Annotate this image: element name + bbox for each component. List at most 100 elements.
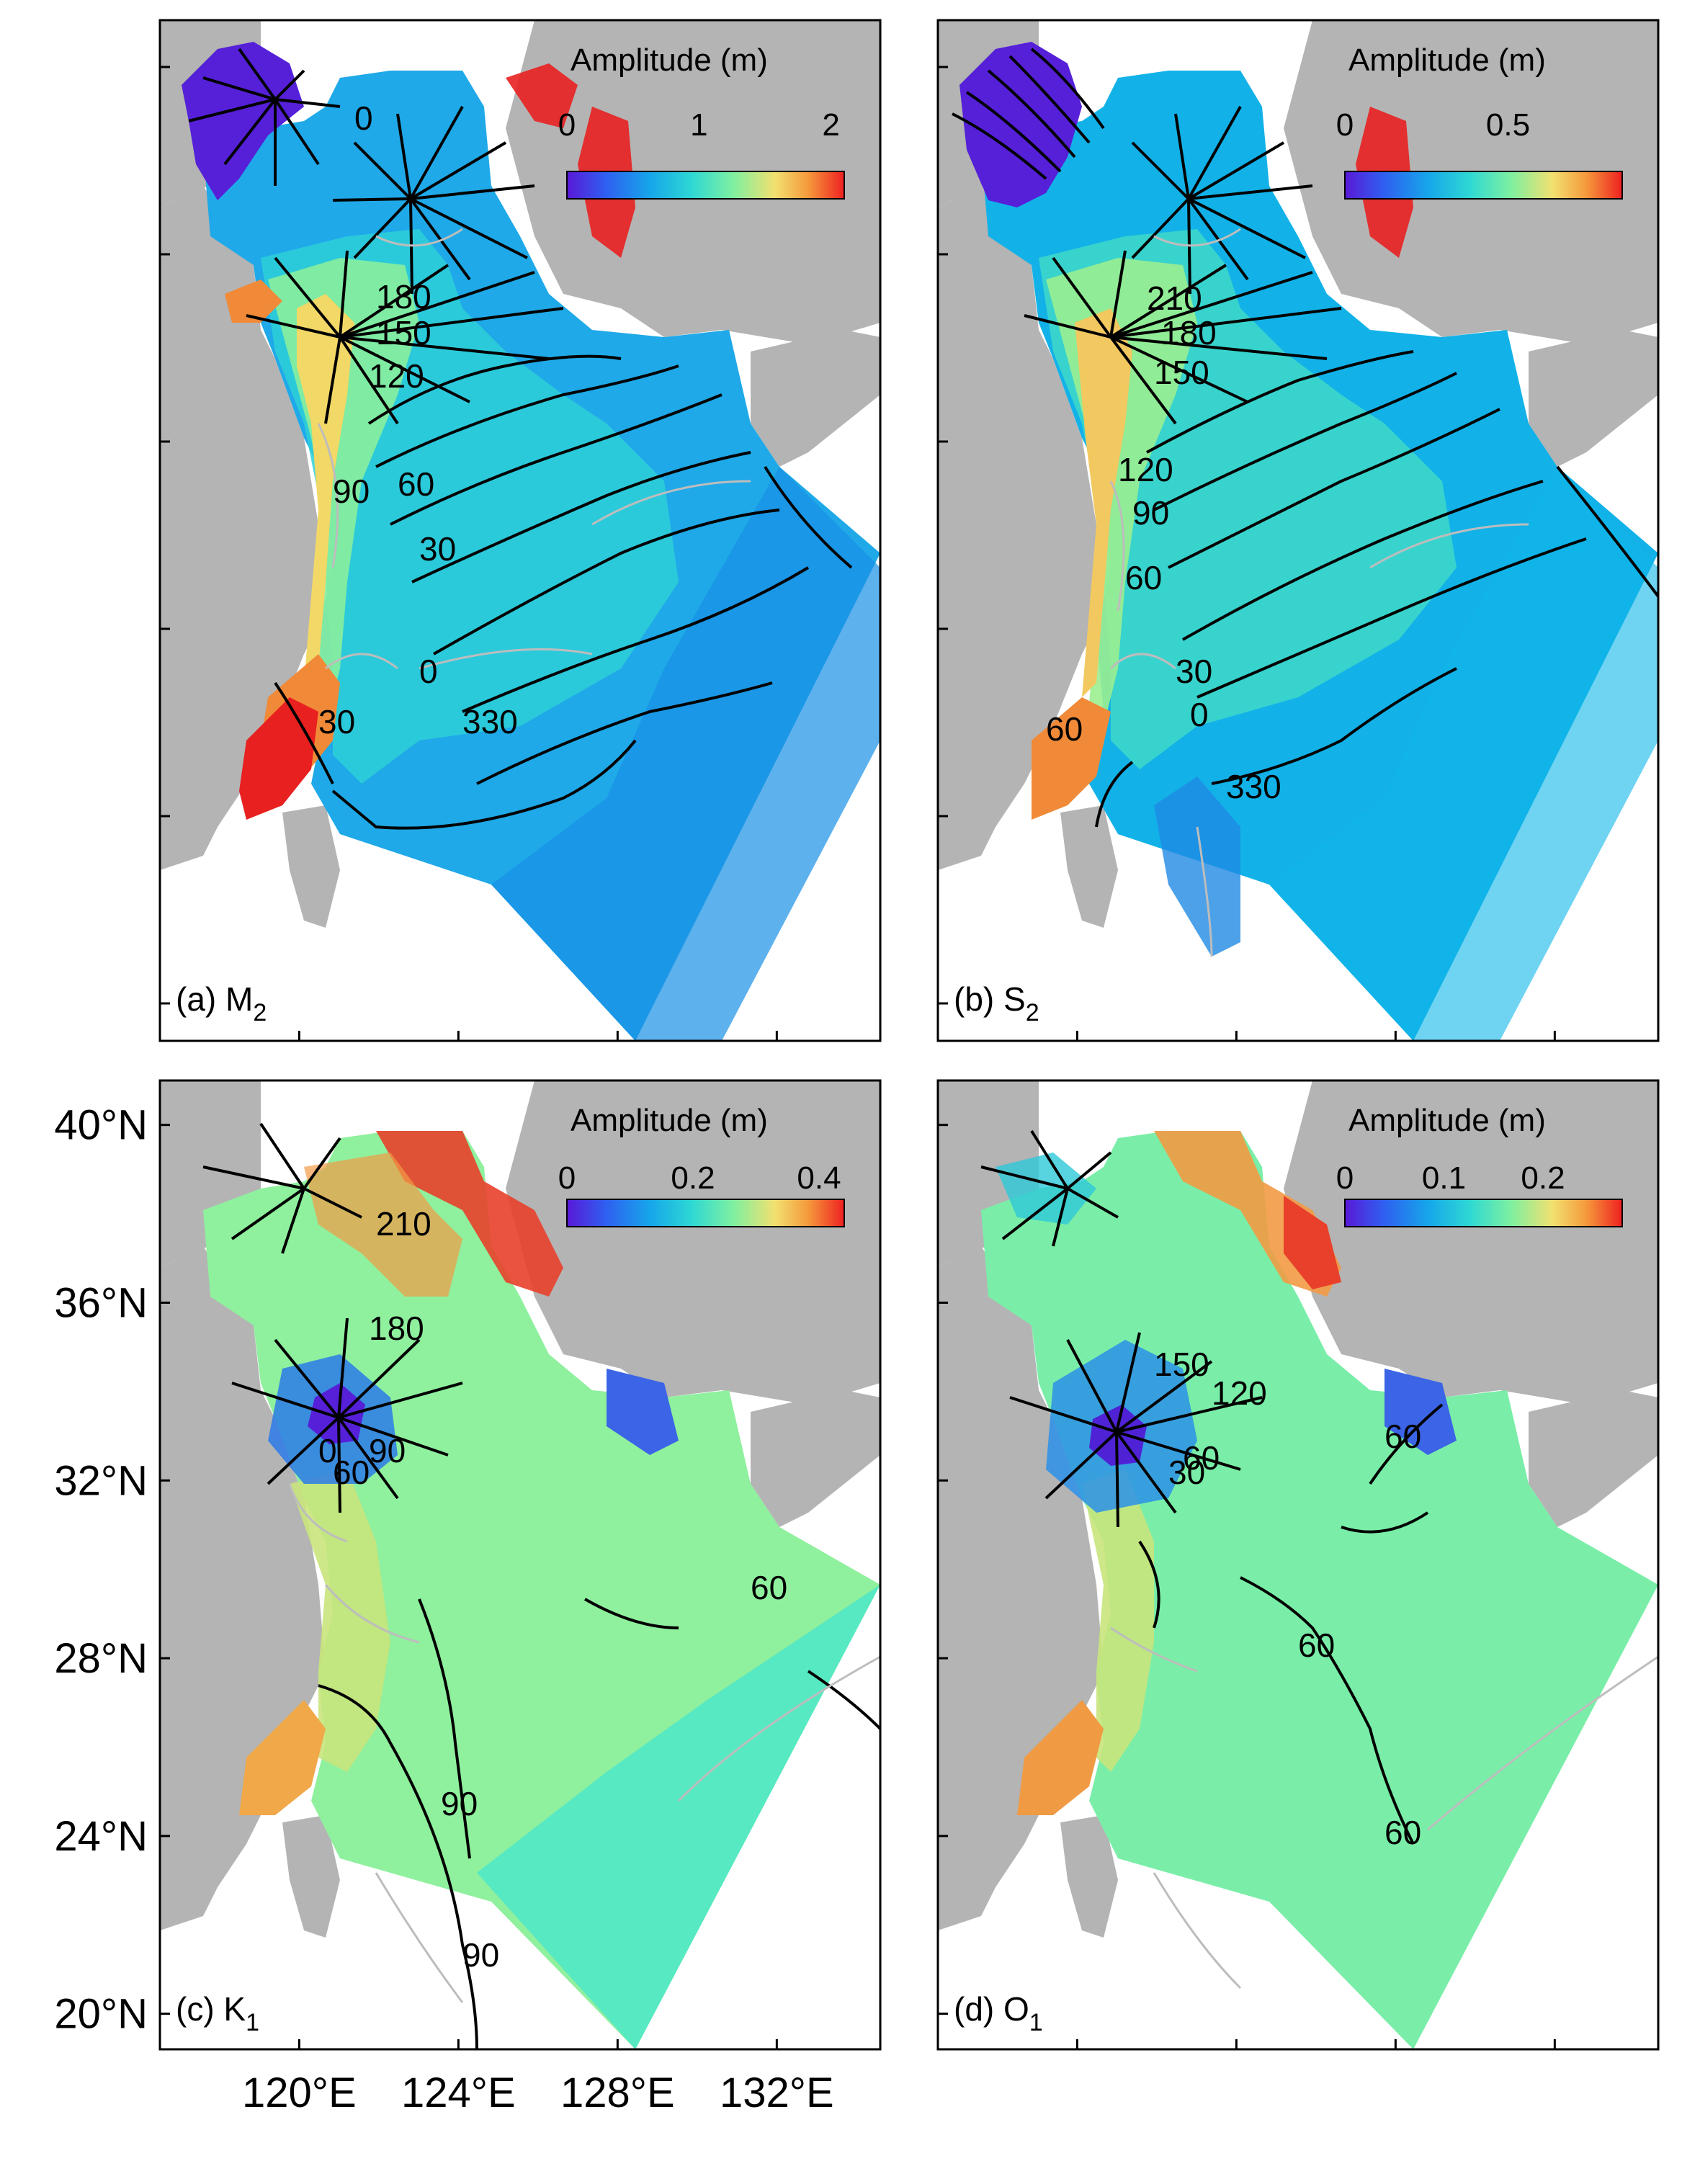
colorbar-tick-label: 0.2 [1521, 1160, 1565, 1196]
contour-label: 90 [441, 1785, 478, 1822]
contour-label: 30 [1176, 653, 1212, 690]
panel-k1: 210 180 90 60 0 60 90 90 Amplitude (m) 0… [158, 1079, 882, 2051]
latitude-tick-label: 32°N [54, 1457, 148, 1504]
contour-label: 60 [398, 465, 434, 503]
longitude-tick-label: 120°E [242, 2069, 357, 2116]
cotidal-lines [188, 48, 853, 830]
contour-labels: 210 180 150 120 90 60 30 0 330 60 [1046, 279, 1281, 805]
contour-label: 60 [1298, 1626, 1335, 1664]
contour-label: 30 [1168, 1454, 1205, 1491]
panel-frame [936, 19, 1660, 1042]
cotidal-lines [952, 48, 1660, 828]
latitude-tick-label: 24°N [54, 1813, 148, 1860]
contour-label: 60 [1183, 1439, 1220, 1477]
colorbar-ramp [566, 171, 845, 200]
colorbar-title: Amplitude (m) [1348, 1103, 1546, 1138]
panel-label: (a) M2 [176, 980, 267, 1026]
amplitude-field [182, 42, 880, 1041]
colorbar: Amplitude (m) 0 0.1 0.2 [1336, 1103, 1623, 1227]
frame-ticks [160, 66, 1556, 2049]
coamplitude-lines [317, 228, 751, 670]
contour-label: 90 [369, 1432, 406, 1469]
contour-labels: 210 180 90 60 0 60 90 90 [318, 1205, 787, 1974]
contour-label: 150 [1154, 354, 1209, 391]
panel-s2: 210 180 150 120 90 60 30 0 330 60 Amplit… [936, 19, 1660, 1042]
contour-label: 30 [318, 703, 355, 740]
latitude-tick-label: 28°N [54, 1635, 148, 1682]
longitude-axis: 120°E 124°E 128°E 132°E [242, 2069, 834, 2116]
contour-label: 60 [1384, 1418, 1421, 1455]
colorbar-tick-label: 0 [1336, 107, 1354, 143]
colorbar-tick-label: 0 [558, 107, 576, 143]
contour-label: 30 [419, 530, 456, 568]
contour-label: 90 [1132, 494, 1169, 532]
colorbar: Amplitude (m) 0 0.2 0.4 [558, 1103, 845, 1227]
contour-label: 210 [376, 1205, 431, 1243]
contour-label: 330 [1226, 768, 1281, 805]
contour-label: 90 [333, 473, 370, 510]
colorbar-ramp [1344, 1199, 1623, 1227]
colorbar-tick-label: 1 [690, 107, 707, 143]
contour-label: 90 [462, 1936, 499, 1974]
colorbar: Amplitude (m) 0 0.5 [1336, 42, 1623, 200]
cotidal-lines [202, 1122, 882, 2050]
latitude-axis: 40°N 36°N 32°N 28°N 24°N 20°N [54, 1102, 148, 2038]
colorbar-tick-label: 2 [822, 107, 839, 143]
longitude-tick-label: 132°E [720, 2069, 834, 2116]
cotidal-lines [980, 1129, 1444, 1845]
colorbar-title: Amplitude (m) [571, 42, 768, 78]
contour-label: 120 [1212, 1374, 1267, 1412]
colorbar-tick-label: 0 [1336, 1160, 1354, 1196]
latitude-tick-label: 20°N [54, 1991, 148, 2038]
contour-label: 0 [318, 1432, 337, 1469]
colorbar-title: Amplitude (m) [571, 1103, 768, 1138]
colorbar-tick-label: 0.4 [797, 1160, 841, 1196]
longitude-tick-label: 128°E [560, 2069, 675, 2116]
contour-label: 180 [376, 278, 431, 315]
colorbar-tick-label: 0.1 [1422, 1160, 1466, 1196]
contour-label: 180 [369, 1310, 424, 1347]
panel-frame [936, 1079, 1660, 2051]
colorbar-tick-label: 0.2 [671, 1160, 715, 1196]
land-masses [938, 1080, 1658, 1938]
contour-label: 150 [376, 314, 431, 352]
amplitude-field [203, 1131, 880, 2049]
contour-label: 330 [462, 703, 518, 740]
panel-label: (c) K1 [176, 1990, 259, 2036]
longitude-tick-label: 124°E [401, 2069, 516, 2116]
colorbar-tick-label: 0 [558, 1160, 576, 1196]
colorbar-ramp [566, 1199, 845, 1227]
panel-label: (b) S2 [954, 980, 1039, 1026]
contour-label: 0 [1190, 696, 1209, 733]
contour-label: 60 [1046, 710, 1083, 748]
contour-label: 210 [1147, 279, 1202, 317]
panel-frame [158, 19, 882, 1042]
colorbar: Amplitude (m) 0 1 2 [558, 42, 845, 200]
colorbar-ramp [1344, 171, 1623, 200]
contour-label: 120 [369, 357, 424, 395]
panel-m2: 0 180 150 120 90 60 30 0 330 30 Amplitud… [158, 19, 882, 1042]
contour-label: 150 [1154, 1346, 1209, 1383]
panel-label: (d) O1 [954, 1990, 1043, 2036]
latitude-tick-label: 40°N [54, 1102, 148, 1149]
contour-labels: 150 120 60 30 60 60 60 [1154, 1346, 1421, 1851]
coamplitude-lines [1109, 228, 1529, 957]
panel-frame [158, 1079, 882, 2051]
contour-label: 0 [419, 653, 438, 690]
contour-label: 180 [1161, 314, 1217, 352]
contour-label: 120 [1118, 451, 1173, 488]
contour-label: 0 [354, 99, 373, 137]
amplitude-field [981, 1131, 1658, 2049]
panel-o1: 150 120 60 30 60 60 60 Amplitude (m) 0 0.… [936, 1079, 1660, 2051]
contour-label: 60 [751, 1569, 787, 1606]
contour-label: 60 [1125, 559, 1162, 596]
contour-label: 60 [1384, 1814, 1421, 1851]
coamplitude-lines [288, 1483, 881, 2003]
colorbar-title: Amplitude (m) [1348, 42, 1546, 78]
coamplitude-lines [1110, 1626, 1659, 1990]
land-masses [938, 20, 1658, 928]
latitude-tick-label: 36°N [54, 1279, 148, 1326]
colorbar-tick-label: 0.5 [1486, 107, 1530, 143]
contour-labels: 0 180 150 120 90 60 30 0 330 30 [318, 99, 518, 740]
